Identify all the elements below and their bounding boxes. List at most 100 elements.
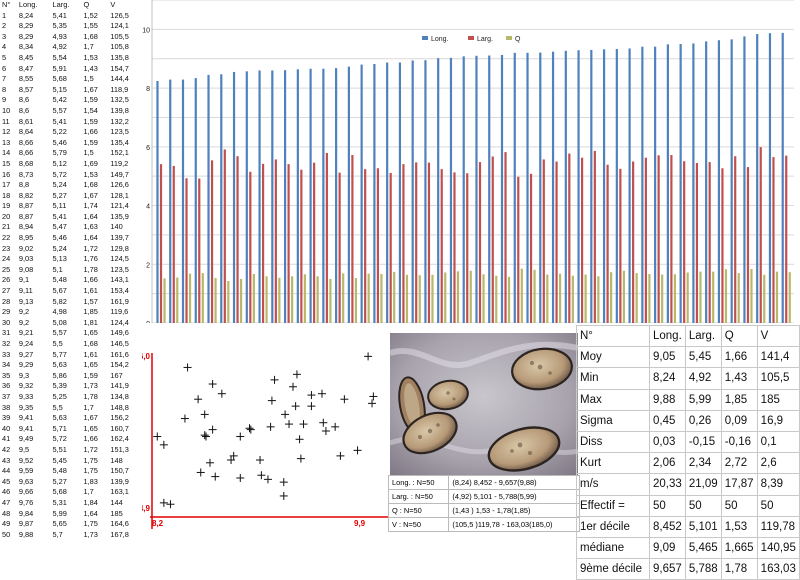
measurement-cell: 1,63 (83, 222, 98, 232)
scatter-point (236, 432, 245, 441)
measurement-cell: 9,41 (18, 413, 34, 423)
bar-larg (593, 150, 596, 323)
scatter-point (263, 475, 272, 484)
stats-header-cell: N° (576, 324, 650, 348)
measurement-cell: 5,51 (52, 444, 67, 454)
stats-header-cell: V (756, 324, 800, 348)
measurement-cell: 9,88 (18, 529, 34, 539)
measurement-cell: 5,91 (52, 63, 67, 73)
scatter-axis-label: 4,9 (142, 504, 151, 513)
measurement-cell: 1,68 (83, 339, 98, 348)
scatter-point (266, 422, 275, 431)
bar-long (335, 68, 338, 323)
measurement-cell: 1,78 (83, 391, 98, 401)
bar-long (194, 78, 197, 323)
measurement-row: 34 9,29 5,63 1,65 154,2 (0, 360, 142, 371)
measurement-cell: 152,1 (110, 148, 129, 158)
legend-label: Larg. (477, 36, 493, 43)
scatter-point (183, 363, 192, 372)
bar-larg (478, 162, 482, 323)
measurement-cell: 1,64 (83, 233, 98, 243)
scatter-point (229, 451, 238, 460)
measurement-cell: 8,29 (18, 31, 34, 41)
stats-cell: 9,88 (649, 388, 686, 411)
scatter-point (296, 454, 305, 463)
bar-q (469, 270, 472, 323)
measurement-cell: 1,81 (83, 317, 98, 327)
measurements-header-cell: V (110, 0, 116, 9)
measurement-cell: 1,7 (83, 402, 94, 412)
bar-q (252, 273, 255, 323)
bar-q (188, 273, 192, 323)
measurement-cell: 7 (2, 74, 7, 84)
measurement-cell: 41 (2, 434, 11, 444)
measurement-cell: 123,5 (110, 264, 129, 274)
measurement-cell: 10 (2, 105, 11, 115)
measurement-cell: 5,42 (52, 95, 67, 105)
measurement-cell: 9,03 (18, 254, 34, 264)
bar-q (724, 269, 728, 323)
bar-long (602, 49, 606, 323)
stats-cell: 0,26 (684, 409, 722, 432)
measurement-cell: 5,12 (52, 158, 67, 168)
measurement-cell: 161,9 (110, 296, 129, 306)
measurement-cell: 22 (2, 233, 11, 243)
stats-row: m/s 20,33 21,09 17,87 8,39 (576, 473, 800, 496)
measurement-row: 2 8,29 5,35 1,55 124,1 (0, 21, 142, 32)
measurement-cell: 4 (2, 42, 7, 52)
bar-larg (415, 162, 418, 323)
measurements-header-row: N° Long. Larg. Q V (0, 0, 142, 11)
measurement-cell: 1,65 (83, 328, 98, 338)
stats-row: Min 8,24 4,92 1,43 105,5 (576, 367, 800, 390)
bar-long (258, 70, 261, 323)
measurements-table: N° Long. Larg. Q V 1 8,24 5,41 1,52 126,5 2 8,29 5,… (0, 0, 142, 540)
measurement-cell: 139,8 (110, 105, 129, 115)
bar-larg (287, 164, 290, 323)
y-tick-label: 4 (146, 204, 150, 211)
measurement-cell: 9,27 (18, 349, 34, 359)
stats-cell: 119,78 (756, 515, 800, 538)
bar-q (635, 273, 638, 323)
measurement-cell: 5,65 (52, 519, 67, 529)
measurement-cell: 9,3 (18, 370, 30, 380)
measurement-cell: 9,02 (18, 243, 34, 253)
measurement-cell: 11 (2, 116, 10, 126)
bar-q (239, 278, 243, 323)
bar-q (610, 272, 613, 323)
measurement-cell: 8,61 (18, 116, 34, 126)
measurements-header-cell: Q (83, 0, 90, 9)
measurement-cell: 8,8 (18, 180, 30, 190)
measurement-cell: 1,52 (83, 10, 98, 20)
stats-header-cell: Larg. (684, 324, 722, 348)
measurement-cell: 1,69 (83, 158, 98, 168)
measurement-cell: 8,6 (18, 105, 30, 115)
measurement-cell: 8,57 (18, 84, 34, 94)
measurement-row: 38 9,35 5,5 1,7 148,8 (0, 403, 142, 414)
ci-row: Larg. : N=50 (4,92) 5,101 - 5,788(5,99) (387, 489, 580, 504)
stats-cell: m/s (576, 473, 650, 496)
measurement-cell: 150,7 (110, 466, 129, 476)
measurement-cell: 8,47 (18, 63, 34, 73)
measurements-header-cell: N° (2, 0, 11, 9)
measurement-cell: 31 (2, 328, 11, 338)
measurement-cell: 5,57 (52, 328, 67, 338)
measurement-cell: 163,1 (110, 487, 129, 497)
measurement-row: 31 9,21 5,57 1,65 149,6 (0, 328, 142, 339)
measurement-cell: 151,3 (110, 444, 129, 454)
bar-q (571, 275, 574, 323)
scatter-point (317, 389, 326, 398)
scatter-point (245, 424, 254, 433)
measurement-cell: 1,75 (83, 455, 98, 465)
measurement-cell: 45 (2, 476, 11, 486)
measurement-cell: 140 (110, 222, 123, 232)
scatter-point (236, 473, 245, 482)
measurement-row: 41 9,49 5,72 1,66 162,4 (0, 434, 142, 445)
stats-cell: 8,24 (649, 367, 686, 390)
bar-q (163, 278, 166, 323)
stats-cell: 1,66 (720, 346, 758, 369)
stats-header-cell: Q (720, 324, 758, 348)
bar-long (373, 64, 376, 323)
measurement-cell: 8,34 (18, 42, 34, 52)
stats-cell: 50 (756, 494, 800, 517)
measurement-cell: 119,2 (110, 158, 129, 168)
